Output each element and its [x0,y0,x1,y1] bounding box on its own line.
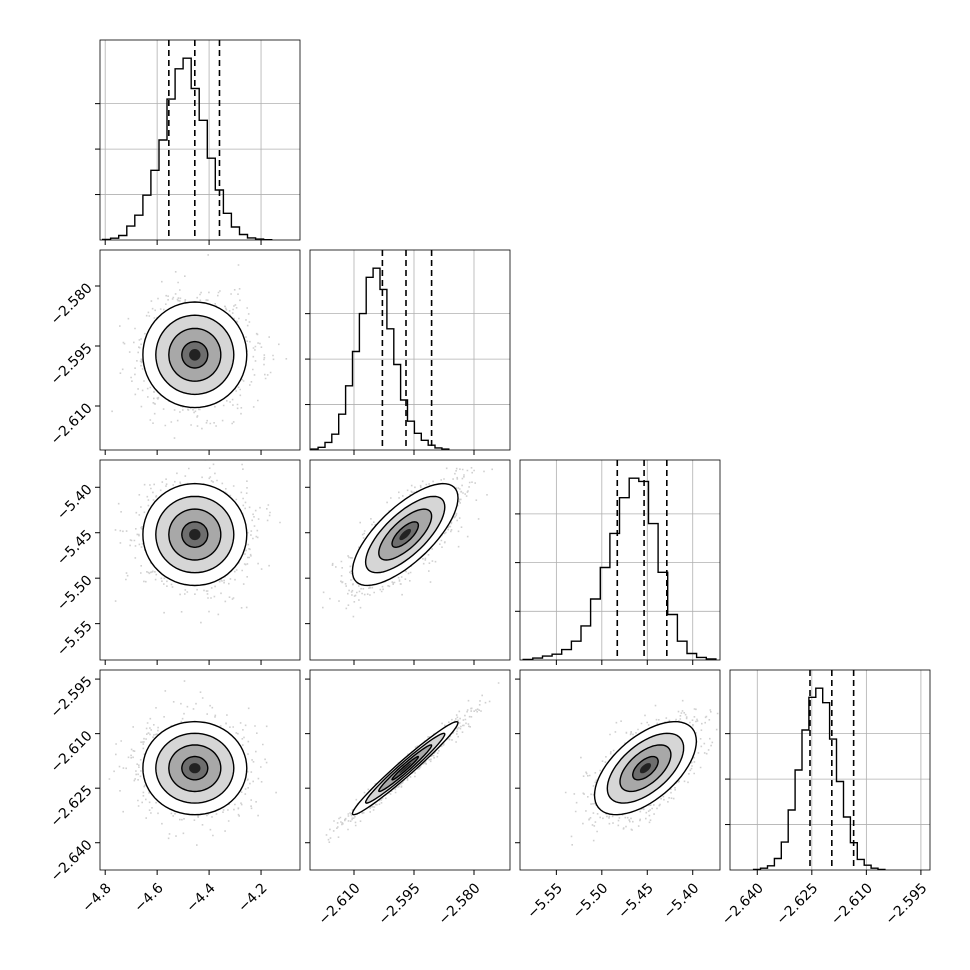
scatter-panel-0-3 [99,669,301,871]
contour-line-3 [351,482,459,587]
panel-frame [99,249,301,451]
x-tick-label: −5.45 [615,880,657,922]
panel-frame [309,669,511,871]
contour-line-0 [391,755,420,781]
scatter-panel-0-2 [99,459,301,661]
y-tick-label: −5.50 [54,573,96,615]
panel-frame [99,459,301,661]
y-tick-label: −5.45 [54,527,96,569]
x-tick-label: −2.580 [436,880,484,928]
contour-line-1 [619,744,672,793]
y-tick-label: −2.580 [48,280,96,328]
panel-frame [519,459,721,661]
y-tick-label: −5.55 [54,618,96,660]
hist-panel-1 [305,249,511,451]
hist-panel-2 [515,459,721,661]
panel-contents [108,680,277,846]
hist-panel-3 [725,669,931,871]
y-tick-label: −5.40 [54,482,96,524]
panel-contents [114,460,281,624]
contour-line-0 [391,521,420,549]
contour-line-1 [168,327,222,382]
y-tick-label: −2.595 [48,673,96,721]
scatter-panel-0-1 [99,249,301,451]
contour-line-2 [155,732,235,804]
panel-background [520,460,720,660]
histogram-step [310,267,450,450]
panel-contents [322,467,493,618]
y-tick-label: −2.640 [48,837,96,885]
scatter-points [108,680,277,846]
contour-line-3 [593,721,698,816]
histogram-step [101,57,273,240]
density-peak [189,349,201,361]
x-tick-label: −2.610 [316,880,364,928]
x-tick-label: −4.8 [79,880,114,915]
contour-line-1 [168,508,222,561]
x-tick-label: −4.6 [131,880,166,915]
contour-line-2 [606,732,685,804]
density-peak [399,763,411,774]
x-tick-label: −4.2 [235,880,270,915]
x-tick-label: −5.40 [661,880,703,922]
contour-line-3 [142,482,248,587]
x-tick-label: −2.625 [773,880,821,928]
contour-line-2 [364,495,446,574]
contour-line-0 [181,521,209,549]
density-peak [639,763,652,774]
histogram-step [752,687,886,870]
panel-frame [519,669,721,871]
scatter-panel-1-2 [309,459,511,661]
panel-background [310,250,510,450]
x-tick-label: −2.610 [828,880,876,928]
contour-line-1 [378,508,433,561]
contour-line-3 [142,720,248,816]
density-peak [189,763,201,774]
panel-frame [99,39,301,241]
histogram-step [522,477,717,660]
panel-frame [99,669,301,871]
x-tick-label: −2.595 [883,880,931,928]
panel-frame [309,249,511,451]
contour-line-0 [181,340,209,369]
contour-line-2 [155,495,235,574]
panel-contents [325,682,500,843]
panel-contents [111,254,288,439]
y-tick-label: −2.610 [48,400,96,448]
panel-background [100,40,300,240]
contour-line-2 [364,732,446,804]
hist-panel-0 [95,39,301,241]
contour-line-1 [168,744,222,793]
panel-background [730,670,930,870]
y-tick-label: −2.610 [48,728,96,776]
contour-line-3 [351,720,459,816]
panel-contents [564,699,719,846]
y-tick-label: −2.625 [48,783,96,831]
scatter-panel-1-3 [309,669,511,871]
panel-frame [309,459,511,661]
contour-line-1 [378,744,433,793]
x-tick-label: −4.4 [183,880,218,915]
contour-line-0 [181,755,209,781]
x-tick-label: −2.640 [719,880,767,928]
density-peak [189,528,201,541]
x-tick-label: −5.50 [570,880,612,922]
scatter-panel-2-3 [519,669,721,871]
x-tick-label: −5.55 [524,880,566,922]
x-tick-label: −2.595 [376,880,424,928]
density-peak [399,528,411,541]
y-tick-label: −2.595 [48,340,96,388]
contour-line-3 [142,301,248,409]
panel-frame [729,669,931,871]
contour-line-2 [155,314,235,396]
contour-line-0 [631,755,659,781]
